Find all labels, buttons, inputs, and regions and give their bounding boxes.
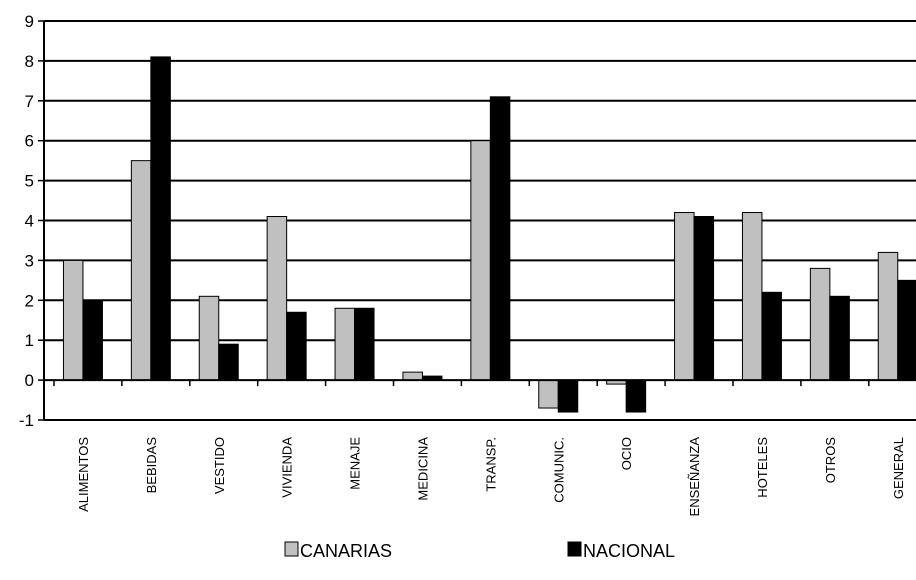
x-tick-labels: ALIMENTOS BEBIDAS VESTIDO VIVIENDA MENAJE MED… [76, 437, 906, 517]
bar-nacional-ensenanza [693, 216, 715, 381]
y-tick-label: 4 [25, 212, 34, 231]
x-tick-label-medicina: MEDICINA [415, 437, 430, 501]
legend-label-canarias: CANARIAS [300, 541, 392, 561]
bar-canarias-medicina [402, 371, 423, 381]
bar-canarias-transp [470, 140, 491, 381]
bar-canarias-comunic [538, 379, 559, 409]
y-tick-label: 5 [25, 172, 34, 191]
x-tick-label-vivienda: VIVIENDA [280, 437, 295, 498]
x-tick-label-otros: OTROS [823, 437, 838, 484]
y-tick-label: 8 [25, 52, 34, 71]
bar-nacional-menaje [354, 307, 375, 381]
bar-canarias-otros [809, 267, 831, 381]
y-tick-labels: 9 8 7 6 5 4 3 2 1 0 -1 [19, 12, 34, 430]
x-tick-label-ocio: OCIO [619, 437, 634, 470]
bar-canarias-hoteles [741, 212, 763, 381]
x-tick-label-bebidas: BEBIDAS [144, 437, 159, 494]
y-tick-label: 2 [25, 291, 34, 310]
bar-nacional-general [897, 279, 916, 381]
x-tick-label-ensenanza: ENSEÑANZA [687, 437, 702, 517]
bar-canarias-ensenanza [674, 212, 695, 381]
y-tick-label: 7 [25, 92, 34, 111]
y-tick-label: 1 [25, 331, 34, 350]
bar-nacional-vivienda [286, 311, 307, 381]
x-tick-label-general: GENERAL [891, 437, 906, 499]
y-tick-label: 0 [25, 371, 34, 390]
bar-nacional-ocio [625, 379, 647, 413]
bar-nacional-comunic [557, 379, 579, 413]
bar-nacional-otros [829, 295, 850, 381]
x-tick-label-vestido: VESTIDO [212, 437, 227, 494]
bar-nacional-transp [489, 96, 511, 381]
x-tick-label-alimentos: ALIMENTOS [76, 437, 91, 512]
y-tick-label: 9 [25, 12, 34, 31]
bar-canarias-general [877, 251, 899, 381]
bar-canarias-menaje [334, 307, 356, 381]
legend-label-nacional: NACIONAL [583, 541, 675, 561]
axes [38, 20, 916, 421]
bar-canarias-vivienda [266, 216, 288, 381]
bar-nacional-bebidas [150, 56, 171, 381]
bar-canarias-bebidas [130, 160, 152, 381]
x-tick-label-menaje: MENAJE [348, 437, 363, 490]
y-tick-label: 3 [25, 251, 34, 270]
legend-swatch-nacional [567, 541, 582, 557]
x-tick-label-comunic: COMUNIC. [551, 437, 566, 503]
y-tick-label: 6 [25, 132, 34, 151]
bar-nacional-vestido [218, 343, 239, 381]
legend: CANARIAS NACIONAL [284, 541, 675, 561]
x-tick-label-hoteles: HOTELES [755, 437, 770, 498]
bar-canarias-alimentos [62, 259, 84, 381]
bars [62, 56, 916, 413]
x-tick-label-transp: TRANSP. [483, 437, 498, 492]
bar-canarias-vestido [198, 295, 220, 381]
legend-swatch-canarias [284, 541, 299, 557]
bar-nacional-hoteles [761, 291, 782, 381]
y-tick-label: -1 [19, 411, 34, 430]
bar-nacional-alimentos [82, 299, 103, 381]
